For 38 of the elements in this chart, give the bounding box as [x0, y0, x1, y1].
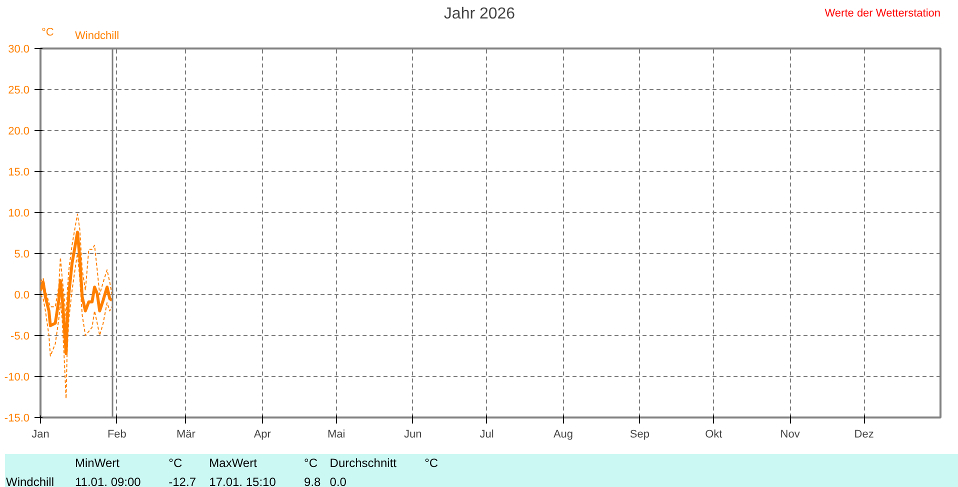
y-tick-label: 10.0	[8, 208, 30, 220]
text: °C	[168, 455, 184, 472]
text: °C	[424, 455, 440, 472]
text: °C	[303, 455, 318, 472]
x-tick-label: Nov	[780, 428, 800, 440]
text: 17.01. 15:10	[208, 474, 277, 487]
y-tick-label: 30.0	[8, 44, 30, 56]
x-tick-label: Feb	[107, 428, 126, 440]
y-tick-label: 25.0	[8, 84, 30, 96]
x-tick-label: Jun	[404, 428, 422, 440]
y-axis-title: °C	[42, 26, 54, 38]
x-tick-label: Mai	[328, 428, 346, 440]
y-tick-label: 5.0	[14, 248, 30, 260]
y-tick-label: -10.0	[4, 372, 30, 384]
x-tick-label: Jul	[480, 428, 494, 440]
x-tick-label: Apr	[254, 428, 272, 440]
y-tick-label: -15.0	[4, 412, 30, 424]
text: MinWert	[74, 455, 120, 472]
x-tick-label: Jan	[32, 428, 50, 440]
x-tick-label: Dez	[854, 428, 874, 440]
y-tick-label: 20.0	[8, 126, 30, 138]
text: Durchschnitt	[328, 455, 398, 472]
text: 9.8	[303, 474, 322, 487]
text: 0.0	[328, 474, 348, 487]
text: -12.7	[168, 474, 197, 487]
x-tick-label: Okt	[705, 428, 722, 440]
x-tick-label: Mär	[176, 428, 196, 440]
chart-title: Jahr 2026	[444, 6, 516, 22]
x-tick-label: Aug	[553, 428, 574, 440]
text: Werte der Wetterstation	[824, 8, 941, 20]
text: Windchill	[75, 30, 120, 42]
text: 11.01. 09:00	[74, 474, 142, 487]
y-tick-label: 15.0	[8, 166, 30, 178]
text: MaxWert	[208, 455, 258, 472]
y-tick-label: 0.0	[14, 290, 30, 302]
x-tick-label: Sep	[630, 428, 650, 440]
y-tick-label: -5.0	[10, 330, 30, 342]
text: Windchill	[5, 474, 56, 487]
